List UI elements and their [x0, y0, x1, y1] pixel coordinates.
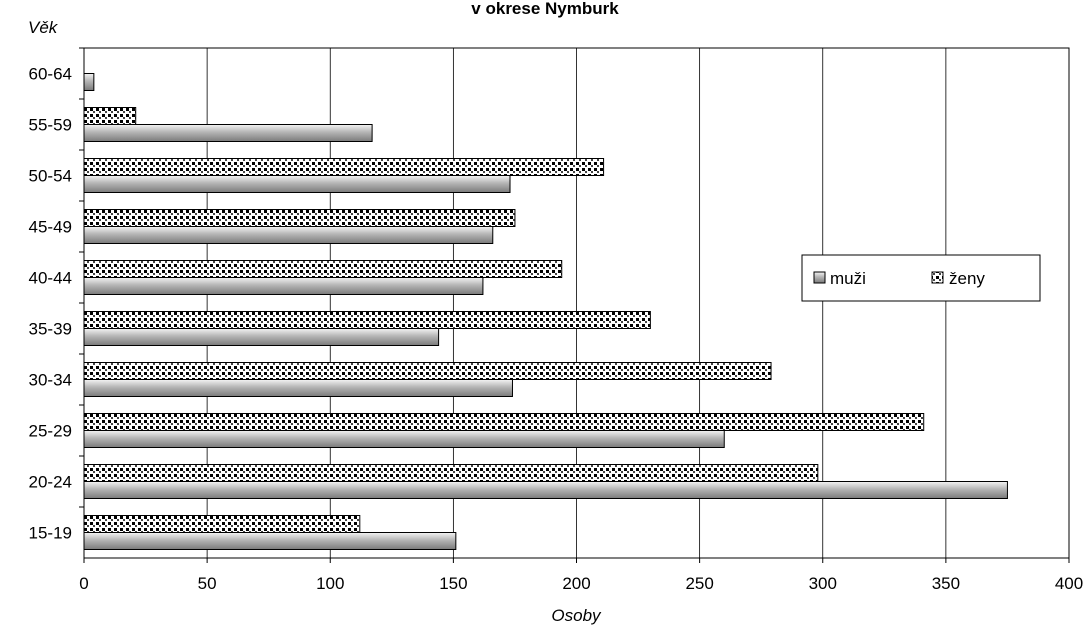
- bar-muzi: [83, 481, 1008, 499]
- bars: [83, 73, 1008, 550]
- bar-muzi: [83, 430, 725, 448]
- axes: [79, 47, 1070, 563]
- bar-zeny: [83, 158, 605, 176]
- bar-zeny: [83, 464, 819, 482]
- legend: muži ženy: [801, 254, 1041, 302]
- y-tick-label: 25-29: [29, 422, 72, 441]
- y-tick-label: 35-39: [29, 320, 72, 339]
- bar-muzi: [83, 175, 511, 193]
- x-axis-label: Osoby: [551, 606, 602, 625]
- y-tick-label: 55-59: [29, 116, 72, 135]
- chart-title: v okrese Nymburk: [471, 0, 619, 18]
- bar-muzi: [83, 328, 440, 346]
- x-tick-label: 400: [1055, 574, 1083, 593]
- x-tick-label: 250: [685, 574, 713, 593]
- x-tick-label: 100: [316, 574, 344, 593]
- y-axis-label: Věk: [28, 18, 59, 37]
- x-tick-label: 350: [932, 574, 960, 593]
- bar-muzi: [83, 226, 494, 244]
- bar-zeny: [83, 107, 137, 125]
- tick-labels: 0 50 100 150 200 250 300 350 400 15-19 20-24 25-29 3…: [29, 65, 1084, 594]
- bar-zeny: [83, 413, 925, 431]
- y-tick-label: 30-34: [29, 371, 72, 390]
- legend-swatch-zeny: [931, 271, 944, 284]
- bar-muzi: [83, 532, 457, 550]
- x-tick-label: 150: [439, 574, 467, 593]
- bar-muzi: [83, 73, 95, 91]
- bar-zeny: [83, 260, 563, 278]
- y-tick-label: 40-44: [29, 269, 72, 288]
- x-tick-label: 0: [79, 574, 88, 593]
- legend-label-muzi: muži: [830, 269, 866, 288]
- bar-muzi: [83, 277, 484, 295]
- bar-zeny: [83, 515, 361, 533]
- x-tick-label: 300: [809, 574, 837, 593]
- y-tick-label: 50-54: [29, 167, 72, 186]
- y-tick-label: 45-49: [29, 218, 72, 237]
- y-tick-label: 60-64: [29, 65, 72, 84]
- bar-zeny: [83, 209, 516, 227]
- y-tick-label: 15-19: [29, 524, 72, 543]
- x-tick-label: 50: [198, 574, 217, 593]
- legend-label-zeny: ženy: [949, 269, 985, 288]
- legend-box: [801, 254, 1041, 302]
- bar-muzi: [83, 124, 373, 142]
- x-tick-label: 200: [562, 574, 590, 593]
- bar-muzi: [83, 379, 513, 397]
- bar-zeny: [83, 362, 772, 380]
- bar-zeny: [83, 311, 651, 329]
- legend-swatch-muzi: [813, 271, 826, 284]
- y-tick-label: 20-24: [29, 473, 72, 492]
